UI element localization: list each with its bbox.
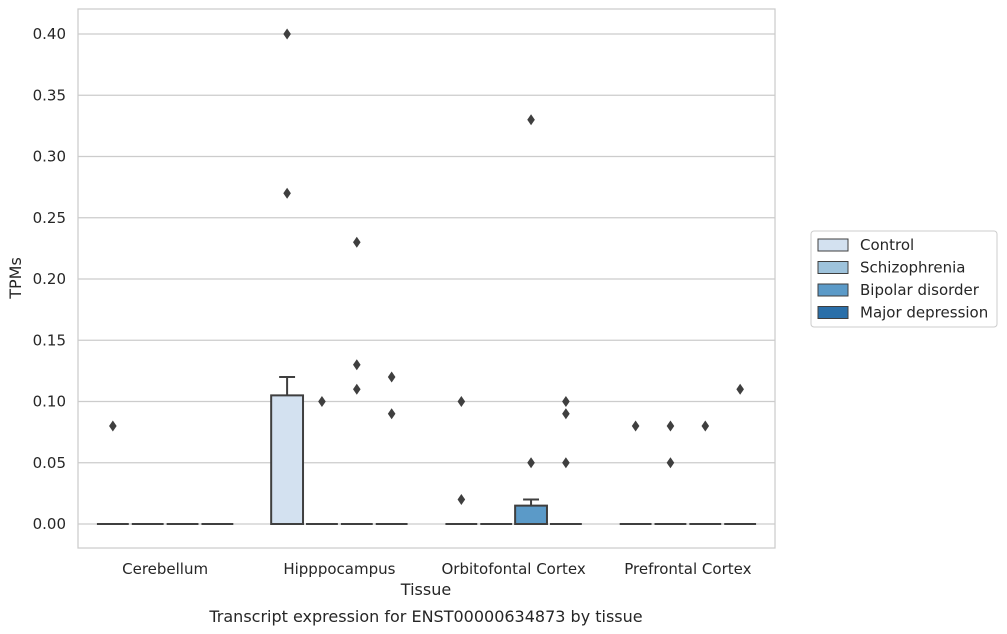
x-tick-labels: Cerebellum Hipppocampus Orbitofontal Corte… bbox=[122, 560, 751, 578]
outlier-point bbox=[353, 359, 361, 371]
outlier-point bbox=[631, 420, 640, 432]
outlier-point bbox=[527, 457, 535, 469]
box-body bbox=[514, 504, 548, 525]
box-2-0 bbox=[445, 396, 478, 525]
legend-frame bbox=[810, 230, 998, 328]
legend-label: Bipolar disorder bbox=[860, 281, 980, 299]
outlier-point bbox=[353, 236, 361, 248]
outlier-point bbox=[701, 420, 710, 432]
box-3-0 bbox=[619, 420, 652, 525]
chart-title: Transcript expression for ENST0000063487… bbox=[208, 607, 642, 626]
y-tick-label: 0.05 bbox=[33, 454, 66, 472]
outlier-point bbox=[527, 114, 535, 126]
legend-label: Major depression bbox=[860, 304, 988, 322]
outlier-point bbox=[666, 420, 675, 432]
outlier-point bbox=[736, 383, 744, 395]
outlier-point bbox=[387, 371, 396, 383]
legend-items: Control Schizophrenia Bipolar disorder Majo… bbox=[817, 236, 988, 322]
box-2-3 bbox=[549, 396, 582, 525]
outlier-point bbox=[562, 396, 570, 407]
outlier-point bbox=[353, 383, 361, 395]
box-body bbox=[270, 394, 305, 525]
box-1-1 bbox=[306, 396, 338, 525]
y-tick-label: 0.30 bbox=[33, 148, 66, 166]
outlier-point bbox=[109, 420, 117, 432]
plot-frame bbox=[77, 8, 776, 549]
outlier-point bbox=[666, 457, 675, 469]
legend-swatch bbox=[817, 283, 849, 297]
legend-swatch bbox=[817, 261, 849, 274]
y-tick-label: 0.10 bbox=[33, 393, 66, 411]
y-tick-label: 0.40 bbox=[33, 25, 66, 43]
outlier-point bbox=[387, 408, 396, 420]
y-tick-label: 0.15 bbox=[33, 331, 66, 349]
x-tick-label: Prefrontal Cortex bbox=[624, 560, 751, 578]
y-tick-label: 0.25 bbox=[33, 209, 66, 227]
box-3-3 bbox=[724, 383, 757, 525]
outlier-point bbox=[562, 408, 570, 420]
x-axis-title: Tissue bbox=[400, 580, 451, 599]
outlier-point bbox=[283, 187, 291, 199]
outlier-point bbox=[318, 396, 326, 407]
y-axis-title: TPMs bbox=[6, 257, 25, 300]
y-tick-labels: 0.00 0.05 0.10 0.15 0.20 0.25 0.30 0.35 0.40 bbox=[33, 25, 66, 533]
legend-swatch bbox=[817, 238, 849, 252]
box-1-0 bbox=[270, 28, 305, 525]
legend-swatch bbox=[817, 306, 849, 319]
legend-label: Control bbox=[860, 236, 914, 254]
x-tick-label: Orbitofontal Cortex bbox=[442, 560, 586, 578]
boxes-layer bbox=[96, 28, 757, 525]
x-tick-label: Cerebellum bbox=[122, 560, 208, 578]
box-3-1 bbox=[654, 420, 687, 525]
legend: Control Schizophrenia Bipolar disorder Majo… bbox=[810, 230, 998, 328]
y-tick-label: 0.35 bbox=[33, 86, 66, 104]
outlier-point bbox=[283, 28, 291, 40]
box-0-0 bbox=[96, 420, 129, 525]
box-3-2 bbox=[689, 420, 722, 525]
box-2-2 bbox=[514, 114, 548, 525]
outlier-point bbox=[457, 396, 466, 407]
legend-label: Schizophrenia bbox=[860, 259, 965, 277]
x-tick-label: Hipppocampus bbox=[283, 560, 395, 578]
outlier-point bbox=[562, 457, 570, 469]
box-1-3 bbox=[375, 371, 408, 525]
y-tick-label: 0.00 bbox=[33, 515, 66, 533]
y-tick-label: 0.20 bbox=[33, 270, 66, 288]
outlier-point bbox=[457, 494, 466, 505]
box-1-2 bbox=[340, 236, 373, 525]
